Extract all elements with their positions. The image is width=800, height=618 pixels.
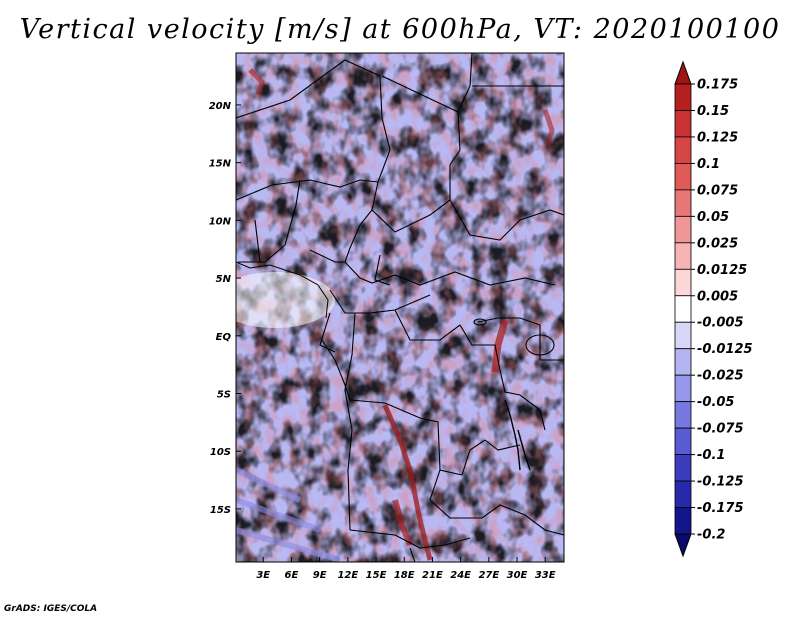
colorbar-label: -0.175 (697, 501, 744, 516)
country-borders (236, 53, 564, 562)
lon-tick-label: 9E (313, 570, 327, 581)
colorbar-label: 0.075 (697, 183, 738, 198)
colorbar-label: 0.125 (697, 130, 738, 145)
lat-tick-label: 15S (210, 505, 231, 516)
colorbar-label: -0.0125 (697, 342, 753, 357)
lat-tick-label: EQ (216, 332, 232, 343)
lon-tick-label: 3E (256, 570, 270, 581)
colorbar-segment (674, 110, 692, 138)
colorbar-label: 0.005 (697, 289, 738, 304)
colorbar-label: 0.175 (697, 78, 738, 93)
colorbar-segment (674, 321, 692, 350)
colorbar-segment (674, 83, 692, 111)
lon-tick-label: 33E (535, 570, 556, 581)
lat-tick-label: 20N (209, 101, 232, 112)
colorbar-label: 0.025 (697, 236, 738, 251)
longitude-axis: 3E 6E 9E 12E 15E 18E 21E 24E 27E 30E 33E (256, 557, 556, 581)
colorbar-segment (674, 348, 692, 376)
lat-tick-label: 5S (217, 389, 231, 400)
colorbar-label: -0.075 (697, 422, 744, 437)
lat-tick-label: 15N (209, 159, 232, 170)
lon-tick-label: 30E (507, 570, 528, 581)
lon-tick-label: 24E (450, 570, 471, 581)
colorbar-segment (674, 215, 692, 244)
colorbar-label: -0.2 (697, 528, 725, 543)
colorbar-label: 0.0125 (697, 263, 747, 278)
colorbar: 0.175 0.15 0.125 0.1 0.075 0.05 0.025 0.0125 0.0… (674, 60, 753, 558)
lon-tick-label: 12E (337, 570, 358, 581)
colorbar-segment (674, 507, 692, 535)
colorbar-segment (674, 268, 692, 297)
colorbar-segment (674, 427, 692, 455)
grads-credit: GrADS: IGES/COLA (4, 604, 98, 614)
lat-tick-label: 5N (216, 274, 232, 285)
map-frame (235, 52, 565, 563)
colorbar-label: -0.1 (697, 448, 725, 463)
lat-tick-label: 10S (210, 447, 231, 458)
colorbar-segment (674, 374, 692, 403)
lon-tick-label: 27E (478, 570, 499, 581)
colorbar-segment (674, 401, 692, 429)
colorbar-top-arrow (674, 60, 692, 85)
colorbar-label: 0.05 (697, 210, 729, 225)
colorbar-segment (674, 480, 692, 508)
colorbar-label: -0.05 (697, 395, 734, 410)
colorbar-segment (674, 295, 692, 323)
colorbar-label: 0.15 (697, 104, 729, 119)
colorbar-label: -0.025 (697, 369, 744, 384)
colorbar-segment (674, 242, 692, 270)
colorbar-segment (674, 163, 692, 191)
latitude-axis: 20N 15N 10N 5N EQ 5S 10S 15S (209, 101, 241, 516)
colorbar-label: -0.125 (697, 475, 744, 490)
colorbar-label: -0.005 (697, 316, 744, 331)
lon-tick-label: 18E (394, 570, 415, 581)
map-title: Vertical velocity [m/s] at 600hPa, VT: 2… (19, 14, 781, 45)
colorbar-bottom-arrow (674, 533, 692, 558)
lon-tick-label: 6E (285, 570, 299, 581)
velocity-field (236, 53, 564, 562)
lon-tick-label: 21E (422, 570, 443, 581)
colorbar-segment (674, 136, 692, 164)
lon-tick-label: 15E (366, 570, 387, 581)
colorbar-label: 0.1 (697, 157, 720, 172)
colorbar-segment (674, 454, 692, 482)
colorbar-segment (674, 189, 692, 217)
lat-tick-label: 10N (209, 216, 232, 227)
